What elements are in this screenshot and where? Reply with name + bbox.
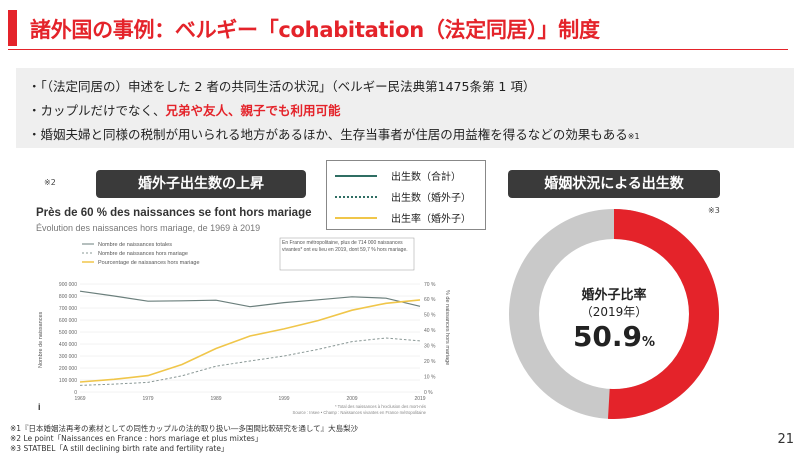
y-axis-left-ticks: 900 000 800 000 700 000 600 000 500 000 400 0…: [59, 282, 77, 396]
donut-chart: [509, 209, 719, 419]
embedded-legend-out: Nombre de naissances hors mariage: [98, 251, 188, 257]
left-section-label: 婚外子出生数の上昇: [96, 170, 306, 198]
legend-item-total: 出生数（合計）: [335, 168, 485, 184]
title-underline: [8, 49, 788, 50]
y-tick-right: 60 %: [424, 297, 436, 303]
y-tick-left: 200 000: [59, 366, 77, 372]
bullet-2-highlight: 兄弟や友人、親子でも利用可能: [165, 103, 341, 118]
page-title: 諸外国の事例：ベルギー「cohabitation（法定同居）」制度: [30, 18, 600, 42]
y-tick-right: 20 %: [424, 359, 436, 365]
legend-swatch-solid: [335, 175, 377, 177]
y-tick-left: 300 000: [59, 354, 77, 360]
summary-box: ・「（法定同居の）申述をした 2 者の共同生活の状況」（ベルギー民法典第1475…: [16, 68, 794, 148]
y-axis-left-label: Nombre de naissances: [38, 311, 44, 368]
chart-gridlines: [80, 283, 420, 393]
chart-headline: Près de 60 % des naissances se font hors…: [36, 207, 312, 219]
footnotes: ※1『日本婚姻法再考の素材としての同性カップルの法的取り扱い―多国間比較研究を通…: [10, 424, 358, 454]
page-number: 21: [777, 432, 794, 447]
x-tick: 1999: [278, 396, 289, 402]
chart-source-note: * Total des naissances à l'exclusion des…: [335, 404, 426, 409]
y-tick-right: 40 %: [424, 328, 436, 334]
x-tick: 2019: [414, 396, 425, 402]
bullet-1: ・「（法定同居の）申述をした 2 者の共同生活の状況」（ベルギー民法典第1475…: [28, 79, 536, 94]
footnote-ref-1: ※1: [627, 132, 640, 141]
x-tick: 1979: [142, 396, 153, 402]
legend-item-rate: 出生率（婚外子）: [335, 210, 485, 226]
y-tick-left: 700 000: [59, 306, 77, 312]
embedded-legend-total: Nombre de naissances totales: [98, 242, 172, 248]
bullet-3: ・婚姻夫婦と同様の税制が用いられる地方があるほか、生存当事者が住居の用益権を得る…: [28, 127, 640, 142]
chart-legend: 出生数（合計） 出生数（婚外子） 出生率（婚外子）: [326, 160, 486, 230]
bullet-2: ・カップルだけでなく、兄弟や友人、親子でも利用可能: [28, 103, 341, 118]
embedded-birth-chart: Près de 60 % des naissances se font hors…: [36, 207, 450, 415]
right-section-label: 婚姻状況による出生数: [508, 170, 720, 198]
y-axis-right-label: % de naissances hors mariage: [444, 290, 450, 365]
y-tick-right: 10 %: [424, 374, 436, 380]
series-line-pct: [79, 299, 421, 383]
footnote-1: ※1『日本婚姻法再考の素材としての同性カップルの法的取り扱い―多国間比較研究を通…: [10, 424, 359, 433]
y-tick-right: 0 %: [424, 390, 433, 396]
y-tick-left: 500 000: [59, 330, 77, 336]
chart-annotation: En France métropolitaine, plus de 714 00…: [279, 237, 415, 271]
footnote-ref-3: ※3: [708, 206, 720, 215]
y-tick-right: 50 %: [424, 313, 436, 319]
y-tick-left: 900 000: [59, 282, 77, 288]
footnote-ref-2: ※2: [44, 178, 56, 187]
embedded-legend-pct: Pourcentage de naissances hors mariage: [98, 260, 200, 266]
y-tick-right: 30 %: [424, 344, 436, 350]
info-icon: i: [38, 402, 41, 412]
chart-subhead: Évolution des naissances hors mariage, d…: [36, 223, 260, 233]
x-tick: 1989: [210, 396, 221, 402]
donut-center-label: 婚外子比率 （2019年） 50.9%: [508, 288, 720, 360]
footnote-3: ※3 STATBEL「A still declining birth rate …: [10, 444, 229, 453]
donut-title: 婚外子比率: [581, 288, 647, 303]
y-tick-left: 600 000: [59, 318, 77, 324]
footnote-2: ※2 Le point「Naissances en France : hors …: [10, 434, 263, 443]
legend-item-out-of-wedlock: 出生数（婚外子）: [335, 189, 485, 205]
donut-year: （2019年）: [580, 305, 648, 319]
legend-swatch-dotted: [335, 196, 377, 198]
legend-swatch-yellow: [335, 217, 377, 219]
x-tick: 2009: [346, 396, 357, 402]
x-tick: 1969: [74, 396, 85, 402]
donut-main-segment: [509, 209, 719, 419]
embedded-legend: Nombre de naissances totales Nombre de n…: [82, 242, 200, 266]
chart-annotation-text: En France métropolitaine, plus de 714 00…: [282, 240, 408, 253]
title-bar: 諸外国の事例：ベルギー「cohabitation（法定同居）」制度: [0, 10, 808, 50]
donut-value: 50.9%: [572, 320, 656, 353]
y-tick-left: 400 000: [59, 342, 77, 348]
y-tick-left: 800 000: [59, 294, 77, 300]
y-tick-right: 70 %: [424, 282, 436, 288]
series-line-total: [79, 290, 421, 308]
y-tick-left: 100 000: [59, 378, 77, 384]
series-line-out: [79, 337, 421, 386]
y-tick-left: 0: [74, 390, 77, 396]
title-accent-bar: [8, 10, 17, 46]
x-axis-ticks: 1969 1979 1989 1999 2009 2019: [74, 396, 425, 402]
chart-source: Source : Insee • Champ : Naissances viva…: [293, 410, 427, 415]
y-axis-right-ticks: 70 % 60 % 50 % 40 % 30 % 20 % 10 % 0 %: [424, 282, 436, 396]
